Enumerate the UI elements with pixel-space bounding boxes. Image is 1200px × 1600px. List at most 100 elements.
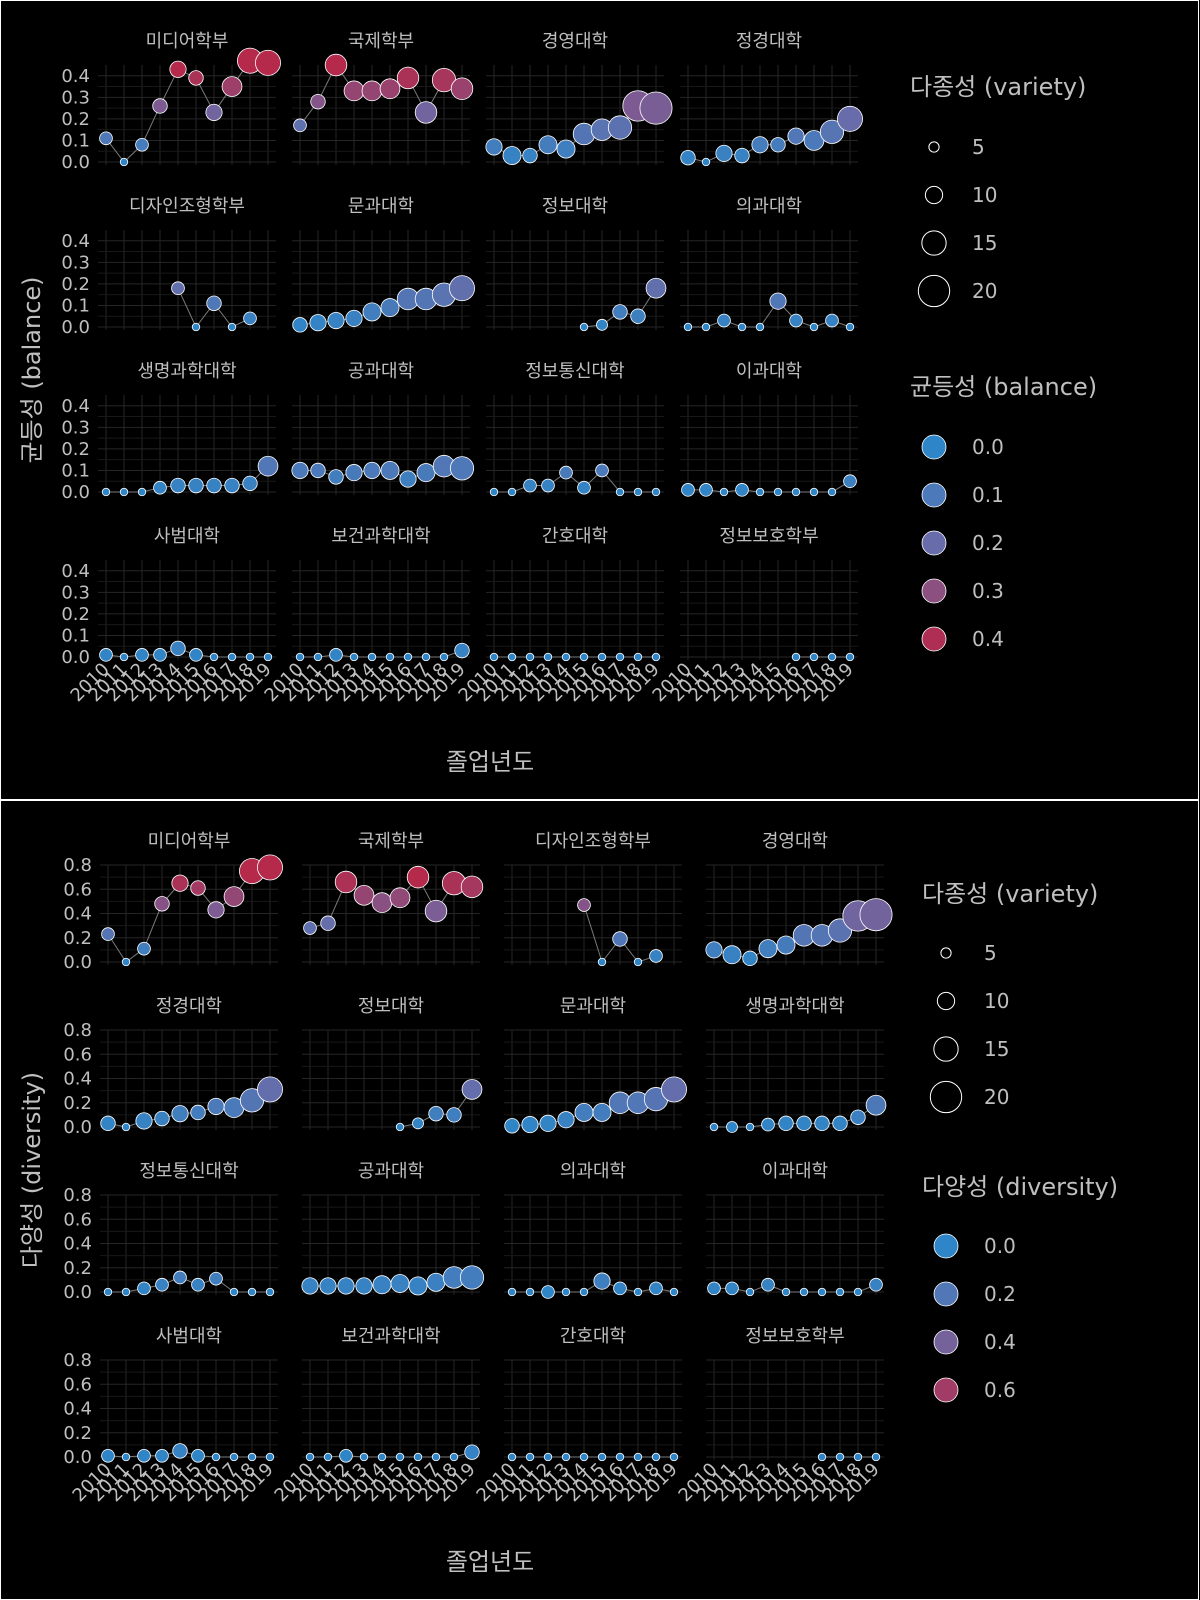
x-axis-label: 졸업년도 [446, 748, 534, 776]
color-legend-label: 0.4 [984, 1330, 1016, 1354]
data-point [464, 1444, 480, 1460]
data-point [379, 78, 401, 100]
data-point [339, 1448, 353, 1463]
data-point [416, 463, 436, 483]
panel-title: 이과대학 [762, 1161, 828, 1182]
y-tick-label: 0.0 [61, 317, 90, 338]
panel-title: 디자인조형학부 [129, 196, 245, 217]
panel-title: 보건과학대학 [341, 1326, 440, 1347]
data-point [523, 478, 537, 493]
data-point [396, 66, 420, 90]
data-point [229, 1452, 239, 1462]
data-point [229, 1287, 239, 1297]
data-point [191, 1448, 205, 1463]
data-point [507, 1287, 517, 1297]
data-point [414, 101, 438, 124]
y-tick-label: 0.8 [63, 855, 92, 876]
data-point [119, 157, 129, 167]
data-point [372, 1275, 392, 1295]
data-point [699, 483, 713, 497]
y-tick-label: 0.3 [61, 87, 90, 108]
data-point [755, 487, 765, 497]
data-point [169, 60, 187, 78]
data-point [371, 892, 393, 913]
y-tick-label: 0.0 [61, 152, 90, 173]
data-point [579, 652, 589, 662]
data-point [709, 1122, 719, 1132]
data-point [827, 487, 837, 497]
panel-title: 의과대학 [736, 196, 802, 217]
data-point [242, 475, 258, 492]
top-chart-frame [0, 0, 1199, 800]
panel-title: 미디어학부 [148, 831, 231, 852]
data-point [541, 1285, 555, 1299]
panel-title: 생명과학대학 [745, 996, 844, 1017]
data-point [853, 1452, 863, 1462]
data-point [421, 652, 431, 662]
data-point [101, 927, 115, 941]
data-point [303, 921, 317, 935]
data-point [361, 80, 383, 102]
color-legend-key [933, 1377, 959, 1403]
data-point [485, 138, 503, 156]
y-tick-label: 0.6 [63, 1374, 92, 1395]
data-point [669, 1287, 679, 1297]
color-legend-title: 균등성 (balance) [910, 373, 1097, 401]
series-line [688, 480, 851, 493]
size-legend-label: 20 [972, 279, 997, 303]
y-tick-label: 0.3 [61, 252, 90, 273]
data-point [593, 1272, 611, 1290]
data-point [408, 1276, 428, 1296]
data-point [121, 1287, 131, 1297]
y-tick-label: 0.2 [61, 274, 90, 295]
data-point [328, 469, 344, 485]
data-point [597, 652, 607, 662]
y-tick-label: 0.2 [63, 1258, 92, 1279]
size-legend-label: 5 [984, 941, 997, 965]
data-point [871, 1452, 881, 1462]
data-point [190, 880, 206, 896]
size-legend-key [921, 230, 947, 256]
data-point [343, 80, 365, 102]
data-point [137, 487, 147, 497]
data-point [257, 455, 279, 477]
y-tick-label: 0.4 [63, 1399, 92, 1420]
data-point [633, 1452, 643, 1462]
data-point [726, 1121, 738, 1133]
data-point [257, 1076, 283, 1103]
data-point [363, 461, 381, 480]
data-point [424, 899, 448, 923]
data-point [538, 135, 558, 155]
data-point [359, 1452, 369, 1462]
color-legend-label: 0.1 [972, 483, 1004, 507]
size-legend-label: 10 [972, 183, 997, 207]
data-point [121, 1122, 131, 1132]
data-point [525, 1452, 535, 1462]
data-point [719, 487, 729, 497]
data-point [439, 652, 449, 662]
series-line [310, 1451, 473, 1458]
data-point [101, 487, 111, 497]
data-point [745, 1122, 755, 1132]
data-point [633, 652, 643, 662]
data-point [776, 935, 796, 955]
data-point [612, 931, 628, 947]
data-point [460, 875, 484, 899]
y-tick-label: 0.4 [61, 561, 90, 582]
data-point [556, 139, 576, 159]
y-tick-label: 0.8 [63, 1020, 92, 1041]
series-line [107, 1450, 270, 1458]
panel-title: 간호대학 [542, 526, 608, 547]
data-point [155, 1448, 169, 1463]
data-point [843, 474, 857, 489]
data-point [323, 1452, 333, 1462]
data-point [301, 1277, 319, 1295]
data-point [745, 1287, 755, 1297]
data-point [211, 1452, 221, 1462]
data-point [680, 150, 696, 166]
data-point [99, 131, 113, 146]
data-point [557, 1111, 575, 1129]
data-point [334, 870, 358, 894]
color-legend-key [921, 626, 947, 652]
panel-title: 사범대학 [156, 1326, 222, 1347]
